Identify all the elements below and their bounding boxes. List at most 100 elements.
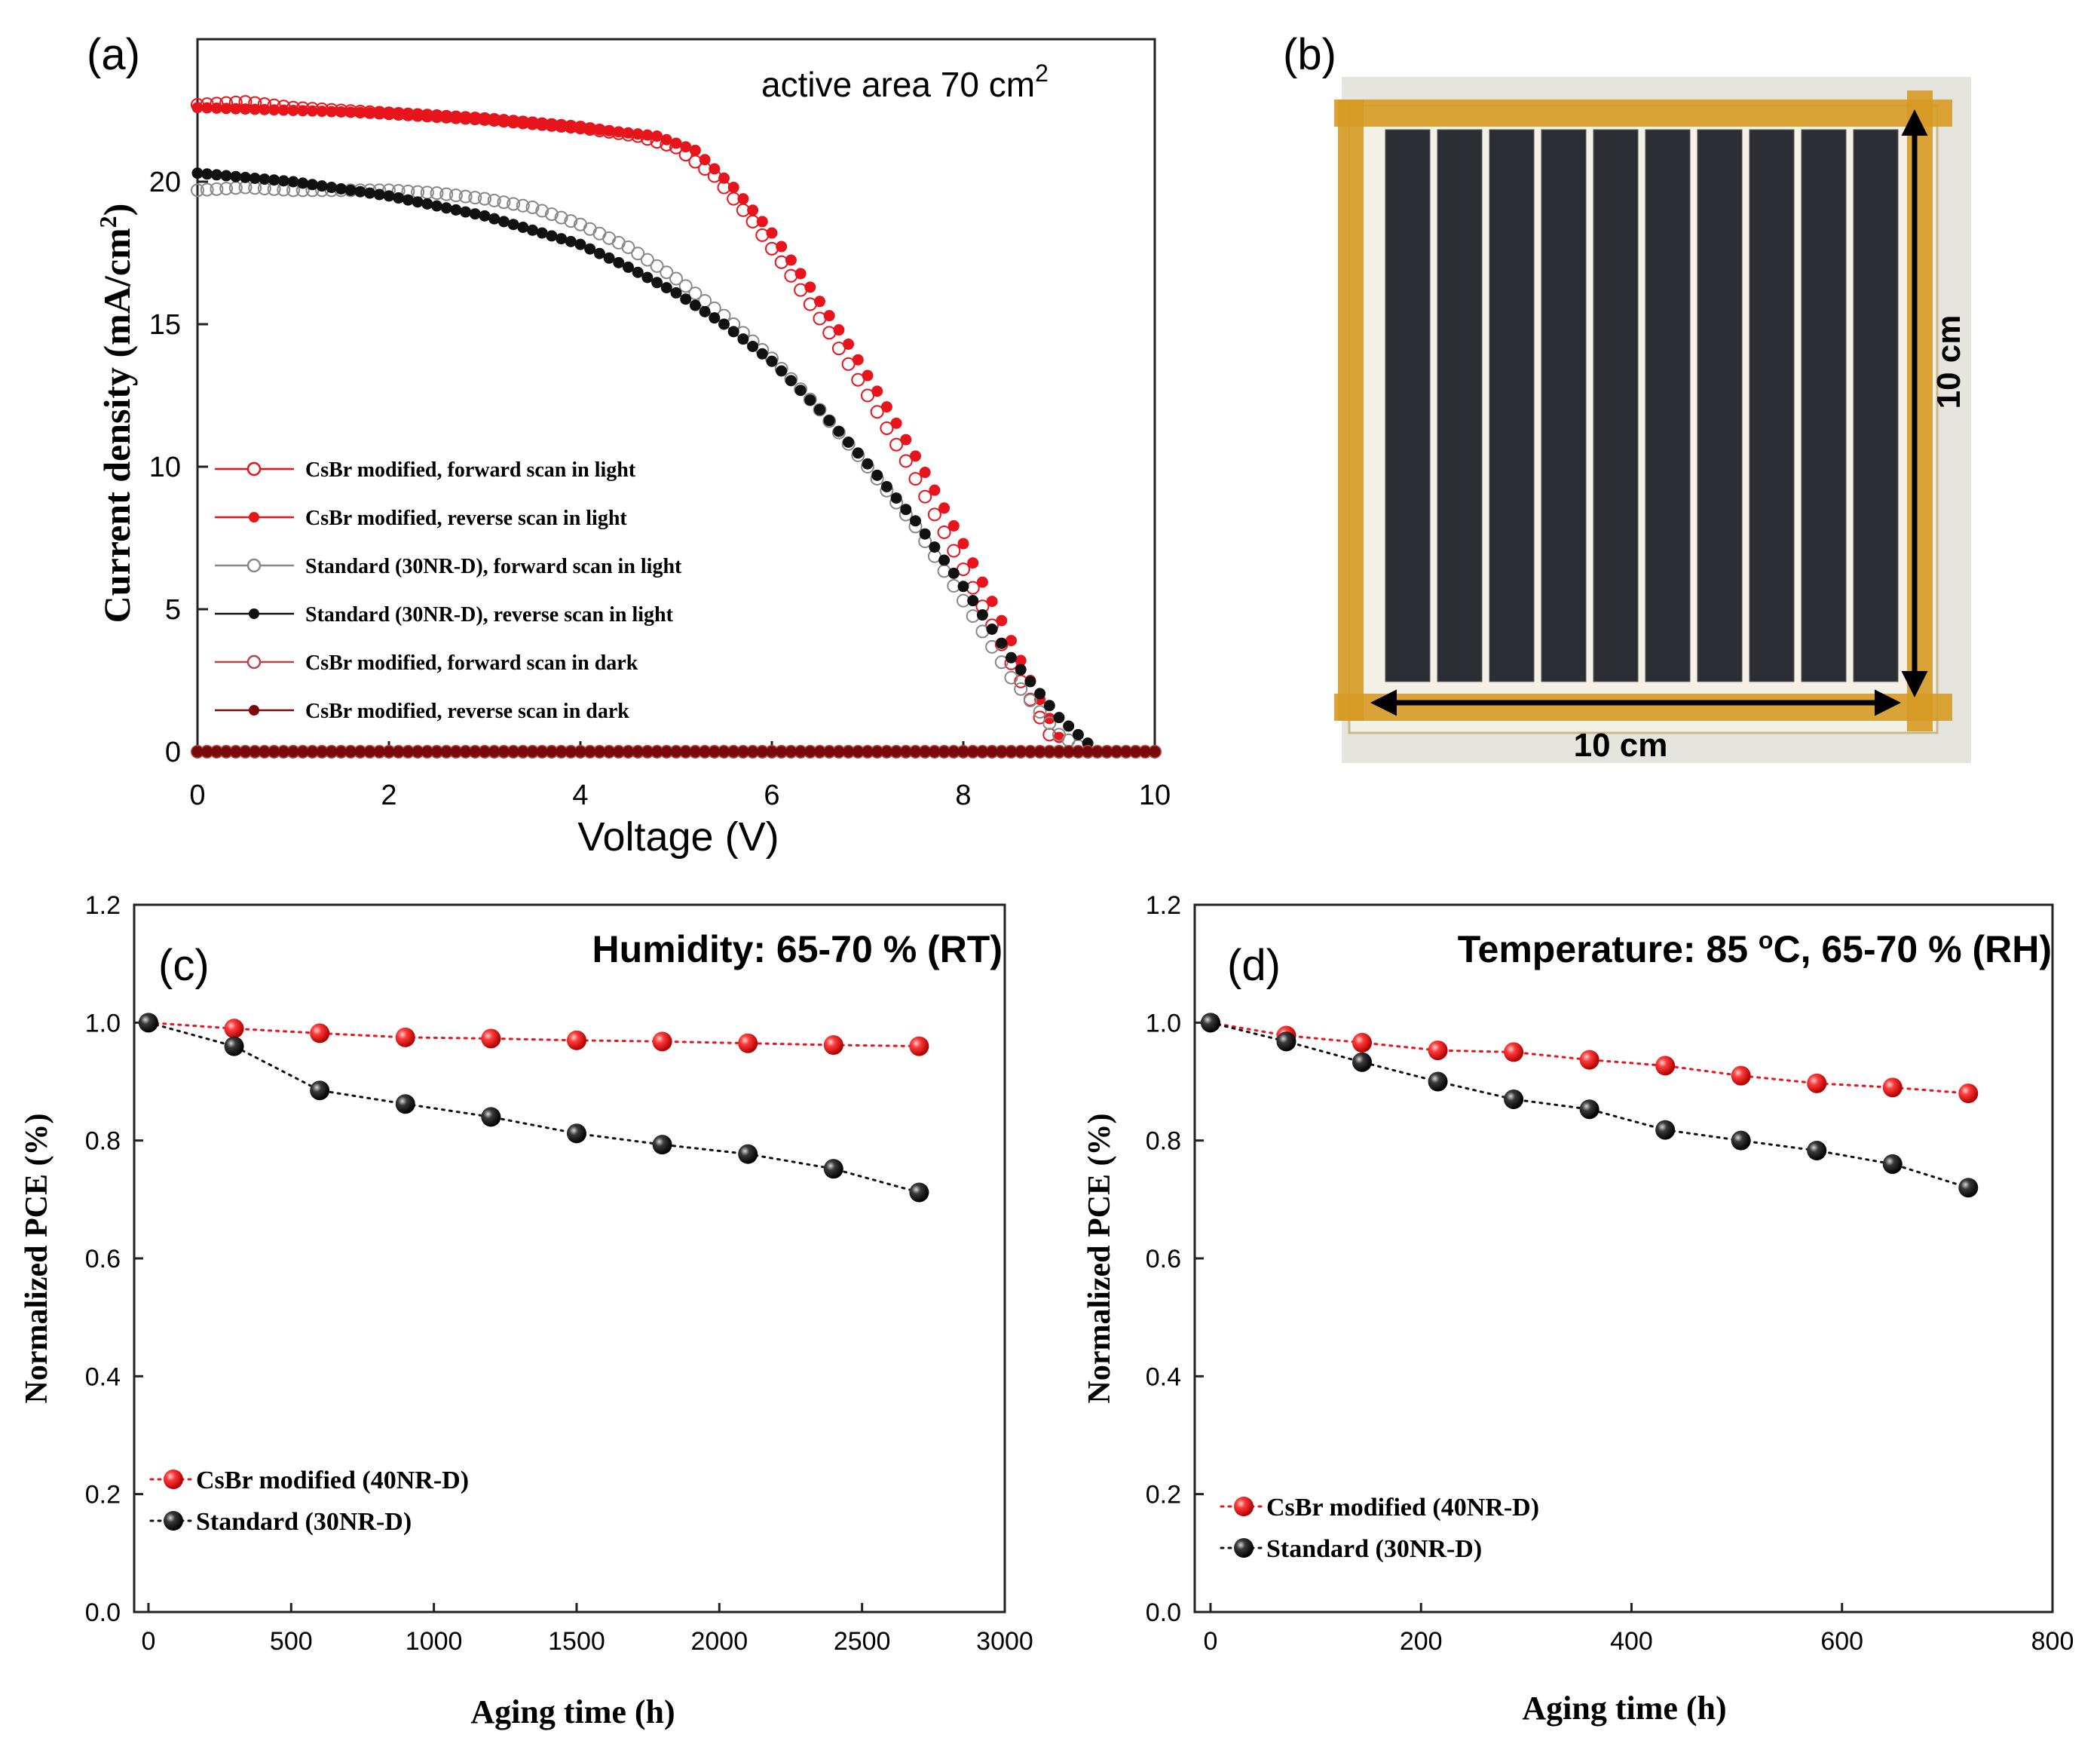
cell-strip	[1749, 129, 1795, 682]
data-point	[393, 192, 405, 204]
data-point	[908, 472, 923, 486]
data-point	[412, 109, 424, 121]
data-point	[287, 105, 299, 116]
data-point	[565, 121, 577, 133]
data-point	[680, 141, 692, 153]
data-point	[737, 193, 749, 205]
data-point	[566, 1123, 586, 1144]
tape-bottom	[1334, 694, 1952, 721]
data-point	[852, 746, 864, 758]
data-point	[910, 746, 921, 758]
legend-marker	[246, 461, 262, 477]
data-point	[737, 333, 749, 345]
y-tick-label: 0	[165, 737, 181, 768]
data-point	[727, 746, 739, 758]
legend-label: Standard (30NR-D), reverse scan in light	[305, 603, 674, 627]
data-point	[804, 394, 816, 406]
series-1	[138, 1013, 929, 1056]
data-point	[613, 126, 625, 138]
data-point	[843, 746, 855, 758]
data-point	[479, 746, 491, 758]
data-point	[316, 180, 328, 192]
data-point	[507, 219, 519, 231]
data-point	[310, 1023, 330, 1044]
data-point	[660, 133, 672, 146]
data-point	[527, 746, 538, 758]
data-point	[640, 253, 654, 267]
data-point	[210, 169, 222, 181]
series-line	[147, 1021, 920, 1194]
cell-strip	[1697, 129, 1743, 682]
data-point	[680, 293, 692, 305]
data-point	[765, 241, 779, 256]
data-point	[527, 224, 538, 236]
series-2	[191, 102, 1075, 758]
data-point	[651, 130, 663, 143]
data-point	[1006, 635, 1017, 647]
data-point	[268, 104, 280, 116]
data-point	[755, 228, 770, 242]
data-point	[880, 480, 892, 492]
data-point	[448, 188, 463, 203]
data-point	[488, 746, 501, 758]
data-point	[910, 450, 921, 462]
data-point	[994, 655, 1009, 670]
data-point	[833, 425, 845, 437]
data-point	[603, 124, 615, 136]
data-point	[680, 746, 692, 758]
data-point	[1807, 1073, 1827, 1093]
legend-marker	[246, 558, 262, 573]
data-point	[1015, 664, 1027, 676]
data-point	[1024, 746, 1036, 758]
x-tick-label: 10	[1139, 780, 1171, 811]
data-point	[1579, 1099, 1599, 1120]
data-point	[688, 287, 703, 301]
data-point	[813, 403, 827, 417]
data-point	[613, 256, 625, 268]
data-point	[862, 369, 874, 382]
data-point	[421, 198, 433, 210]
data-point	[871, 469, 883, 481]
panel-a-ticks: 0 2 4 6 8 10 0 5 10 15 20	[149, 167, 1171, 811]
data-point	[823, 1159, 843, 1179]
data-point	[240, 171, 251, 183]
data-point	[460, 112, 472, 124]
data-point	[641, 271, 654, 283]
data-point	[224, 1019, 244, 1039]
data-point	[421, 109, 433, 121]
legend-label: Standard (30NR-D)	[196, 1508, 412, 1536]
data-point	[297, 746, 309, 758]
data-point	[593, 124, 605, 136]
data-point	[574, 121, 586, 133]
data-point	[747, 746, 759, 758]
cell-strip	[1645, 129, 1691, 682]
data-point	[1428, 1040, 1448, 1061]
data-point	[1504, 1089, 1524, 1109]
series-line	[1209, 1021, 1970, 1095]
data-point	[1731, 1065, 1751, 1086]
data-point	[794, 746, 807, 758]
data-point	[1120, 746, 1132, 758]
data-point	[395, 1027, 415, 1047]
data-point	[584, 746, 596, 758]
data-point	[440, 202, 452, 214]
data-point	[709, 312, 721, 324]
data-point	[766, 746, 778, 758]
y-tick-label: 0.4	[85, 1362, 121, 1391]
data-point	[277, 104, 289, 116]
data-point	[871, 746, 883, 758]
data-point	[631, 247, 645, 261]
data-point	[201, 168, 213, 180]
data-point	[354, 185, 366, 198]
data-point	[843, 436, 855, 448]
data-point	[364, 746, 376, 758]
legend-marker	[249, 608, 259, 619]
data-point	[976, 609, 988, 621]
data-point	[937, 564, 951, 578]
data-point	[890, 417, 902, 429]
data-point	[268, 746, 280, 758]
data-point	[900, 434, 912, 446]
data-point	[641, 129, 654, 141]
data-point	[249, 746, 261, 758]
data-point	[776, 241, 788, 253]
